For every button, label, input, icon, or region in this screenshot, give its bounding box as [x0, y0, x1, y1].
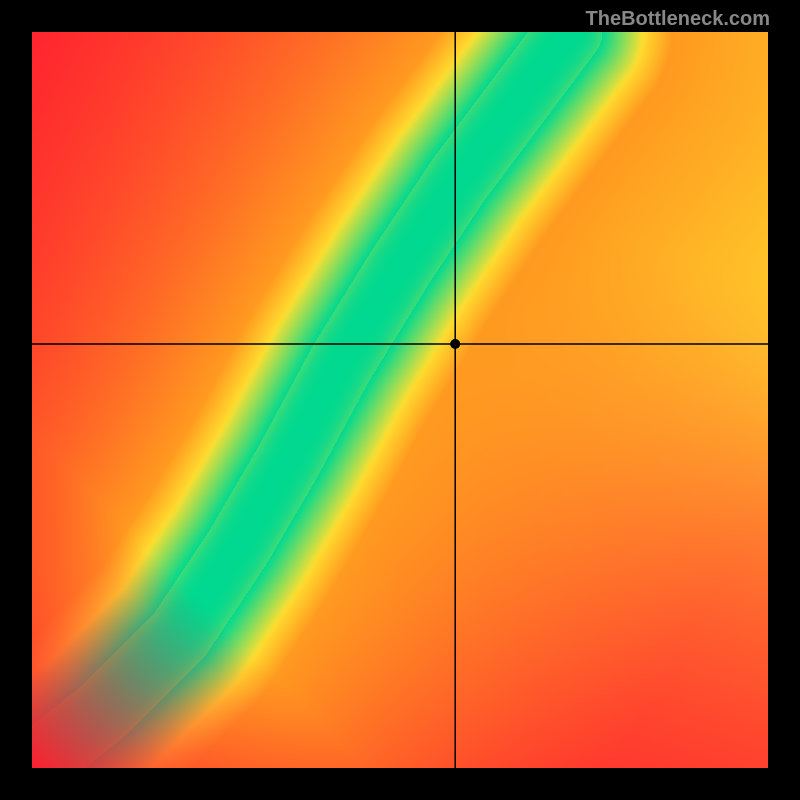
chart-container: TheBottleneck.com	[0, 0, 800, 800]
heatmap-canvas	[32, 32, 768, 768]
heatmap-plot	[32, 32, 768, 768]
watermark-text: TheBottleneck.com	[586, 8, 770, 31]
